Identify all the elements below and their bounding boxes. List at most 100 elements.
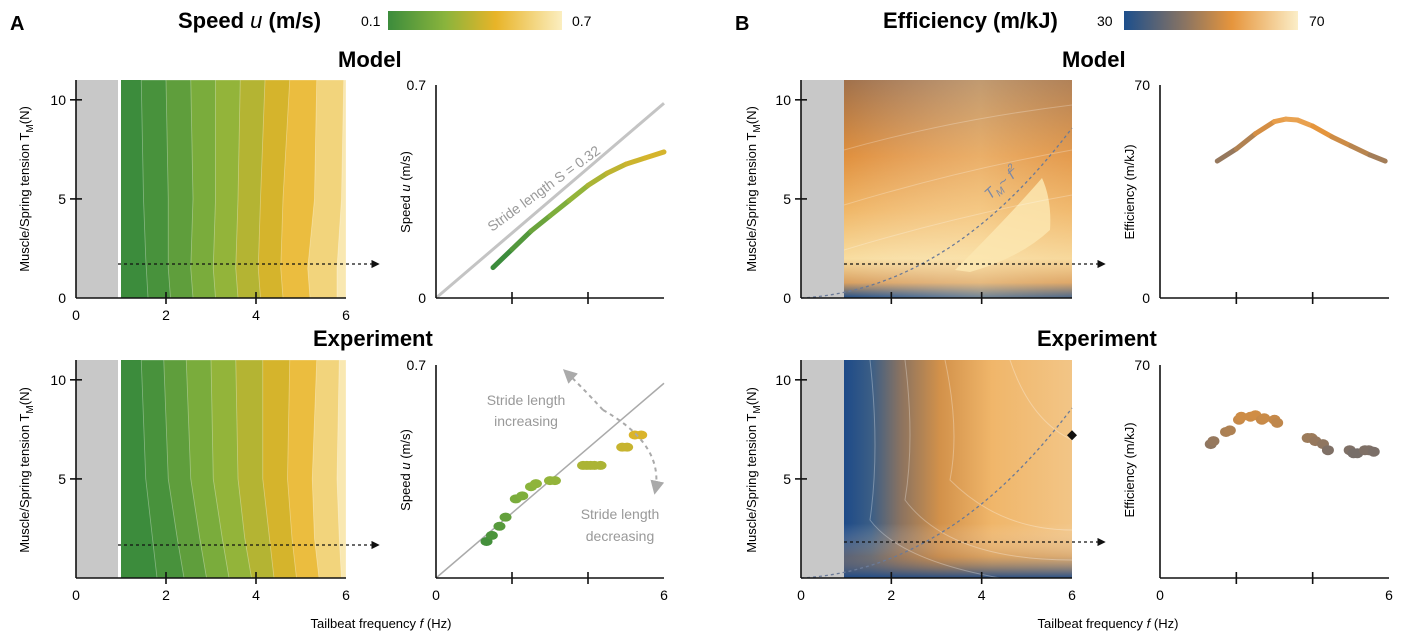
x-tick-label: 6 — [1385, 587, 1393, 603]
no-data-region — [801, 360, 844, 578]
y-tick-label: 10 — [50, 372, 66, 388]
row-title-experiment-a: Experiment — [313, 326, 433, 351]
a-experiment-speed-chart: Stride length increasing Stride length dec… — [407, 357, 669, 603]
row-title-model-b: Model — [1062, 47, 1126, 72]
x-tick-label: 4 — [978, 587, 986, 603]
x-tick-label: 0 — [72, 587, 80, 603]
efficiency-segment — [1367, 152, 1388, 164]
heatmap-fill — [121, 359, 347, 579]
stride-decreasing-label: Stride length decreasing — [581, 506, 660, 544]
x-tick-label: 0 — [72, 307, 80, 323]
y-tick-label: 0.7 — [407, 77, 427, 93]
efficiency-colorbar-title: Efficiency (m/kJ) — [883, 8, 1058, 33]
x-axis-label-b: Tailbeat frequency f (Hz) — [1038, 616, 1179, 631]
axis-ticks: 0 70 — [1134, 77, 1314, 306]
y-axis-label: Muscle/Spring tension TM(N) — [17, 106, 36, 272]
efficiency-segment — [1214, 146, 1239, 164]
efficiency-segment — [1294, 117, 1316, 129]
efficiency-colorbar — [1124, 11, 1298, 30]
efficiency-point — [1367, 446, 1380, 457]
axis-ticks: 0 5 10 — [775, 92, 983, 306]
speed-segment — [604, 161, 629, 176]
efficiency-contour — [944, 359, 1073, 531]
b-experiment-efficiency-chart: 0 6 70 — [1134, 357, 1393, 603]
speed-point — [485, 530, 498, 540]
efficiency-point — [1321, 445, 1334, 456]
speed-colorbar-max: 0.7 — [572, 13, 592, 29]
speed-segment — [642, 149, 667, 161]
speed-point — [499, 512, 512, 522]
scaling-curve — [800, 127, 1073, 299]
speed-point — [635, 430, 648, 440]
axis-ticks: 0 2 4 6 5 10 — [50, 372, 350, 603]
axis-ticks: 00.7 — [407, 77, 589, 306]
row-title-model-a: Model — [338, 47, 402, 72]
x-tick-label: 2 — [162, 587, 170, 603]
speed-y-axis-label: Speed u (m/s) — [398, 151, 413, 233]
y-tick-label: 10 — [50, 92, 66, 108]
x-axis-label-a: Tailbeat frequency f (Hz) — [311, 616, 452, 631]
a-model-speed-chart: Stride length S = 0.32 00.7 — [407, 77, 667, 306]
stride-trend-arrow — [602, 409, 665, 495]
stride-trend-arrow — [562, 369, 604, 411]
y-tick-label: 5 — [783, 471, 791, 487]
y-tick-label: 0 — [58, 290, 66, 306]
efficiency-contour — [843, 194, 1073, 251]
speed-point — [594, 460, 607, 470]
y-axis-label: Muscle/Spring tension TM(N) — [17, 387, 36, 553]
speed-point — [516, 491, 529, 501]
efficiency-field-overlay — [844, 360, 1072, 578]
y-axis-label: Muscle/Spring tension TM(N) — [744, 387, 763, 553]
efficiency-segment — [1310, 123, 1335, 140]
x-tick-label: 6 — [1068, 587, 1076, 603]
b-model-efficiency-chart: 0 70 — [1134, 77, 1389, 306]
efficiency-contour — [1009, 359, 1073, 441]
efficiency-peak-region — [955, 178, 1051, 272]
efficiency-contour — [843, 104, 1073, 151]
speed-segment — [585, 170, 610, 188]
no-data-region — [76, 80, 118, 298]
speed-points — [435, 382, 665, 579]
axis-ticks: 0 6 70 — [1134, 357, 1393, 603]
no-data-region — [76, 360, 118, 578]
x-tick-label: 2 — [162, 307, 170, 323]
efficiency-point — [1258, 413, 1271, 424]
efficiency-segment — [1348, 143, 1373, 158]
x-tick-label: 2 — [887, 587, 895, 603]
efficiency-contour — [904, 359, 1073, 561]
y-tick-label: 5 — [783, 191, 791, 207]
no-data-region — [801, 80, 844, 298]
speed-segment — [623, 155, 648, 167]
speed-segment — [528, 213, 553, 234]
efficiency-contour — [869, 359, 1001, 579]
x-tick-label: 0 — [1156, 587, 1164, 603]
stride-increasing-label: Stride length increasing — [487, 392, 566, 429]
axis-ticks: 0 2 4 6 5 10 — [775, 372, 1076, 603]
speed-point — [529, 479, 542, 489]
efficiency-point — [1235, 411, 1248, 422]
y-tick-label: 70 — [1134, 77, 1150, 93]
x-tick-label: 0 — [432, 587, 440, 603]
y-tick-label: 5 — [58, 191, 66, 207]
efficiency-colorbar-min: 30 — [1097, 13, 1113, 29]
efficiency-segment — [1233, 131, 1258, 152]
y-tick-label: 0 — [783, 290, 791, 306]
y-tick-label: 70 — [1134, 357, 1150, 373]
axis-ticks: 0 2 4 6 0 5 10 — [50, 92, 350, 323]
efficiency-series — [1214, 116, 1388, 164]
scaling-curve — [800, 407, 1073, 579]
efficiency-points — [1204, 410, 1380, 459]
speed-point — [548, 476, 561, 486]
panel-label-b: B — [735, 13, 749, 35]
row-title-experiment-b: Experiment — [1037, 326, 1157, 351]
y-tick-label: 5 — [58, 471, 66, 487]
y-axis-label: Muscle/Spring tension TM(N) — [744, 106, 763, 272]
efficiency-contour — [843, 149, 1073, 206]
a-experiment-heatmap: 0 2 4 6 5 10 — [50, 359, 380, 603]
speed-segment — [509, 228, 534, 252]
a-model-heatmap: 0 2 4 6 0 5 10 — [50, 79, 380, 323]
speed-point — [621, 442, 634, 452]
diamond-marker — [1067, 430, 1077, 441]
